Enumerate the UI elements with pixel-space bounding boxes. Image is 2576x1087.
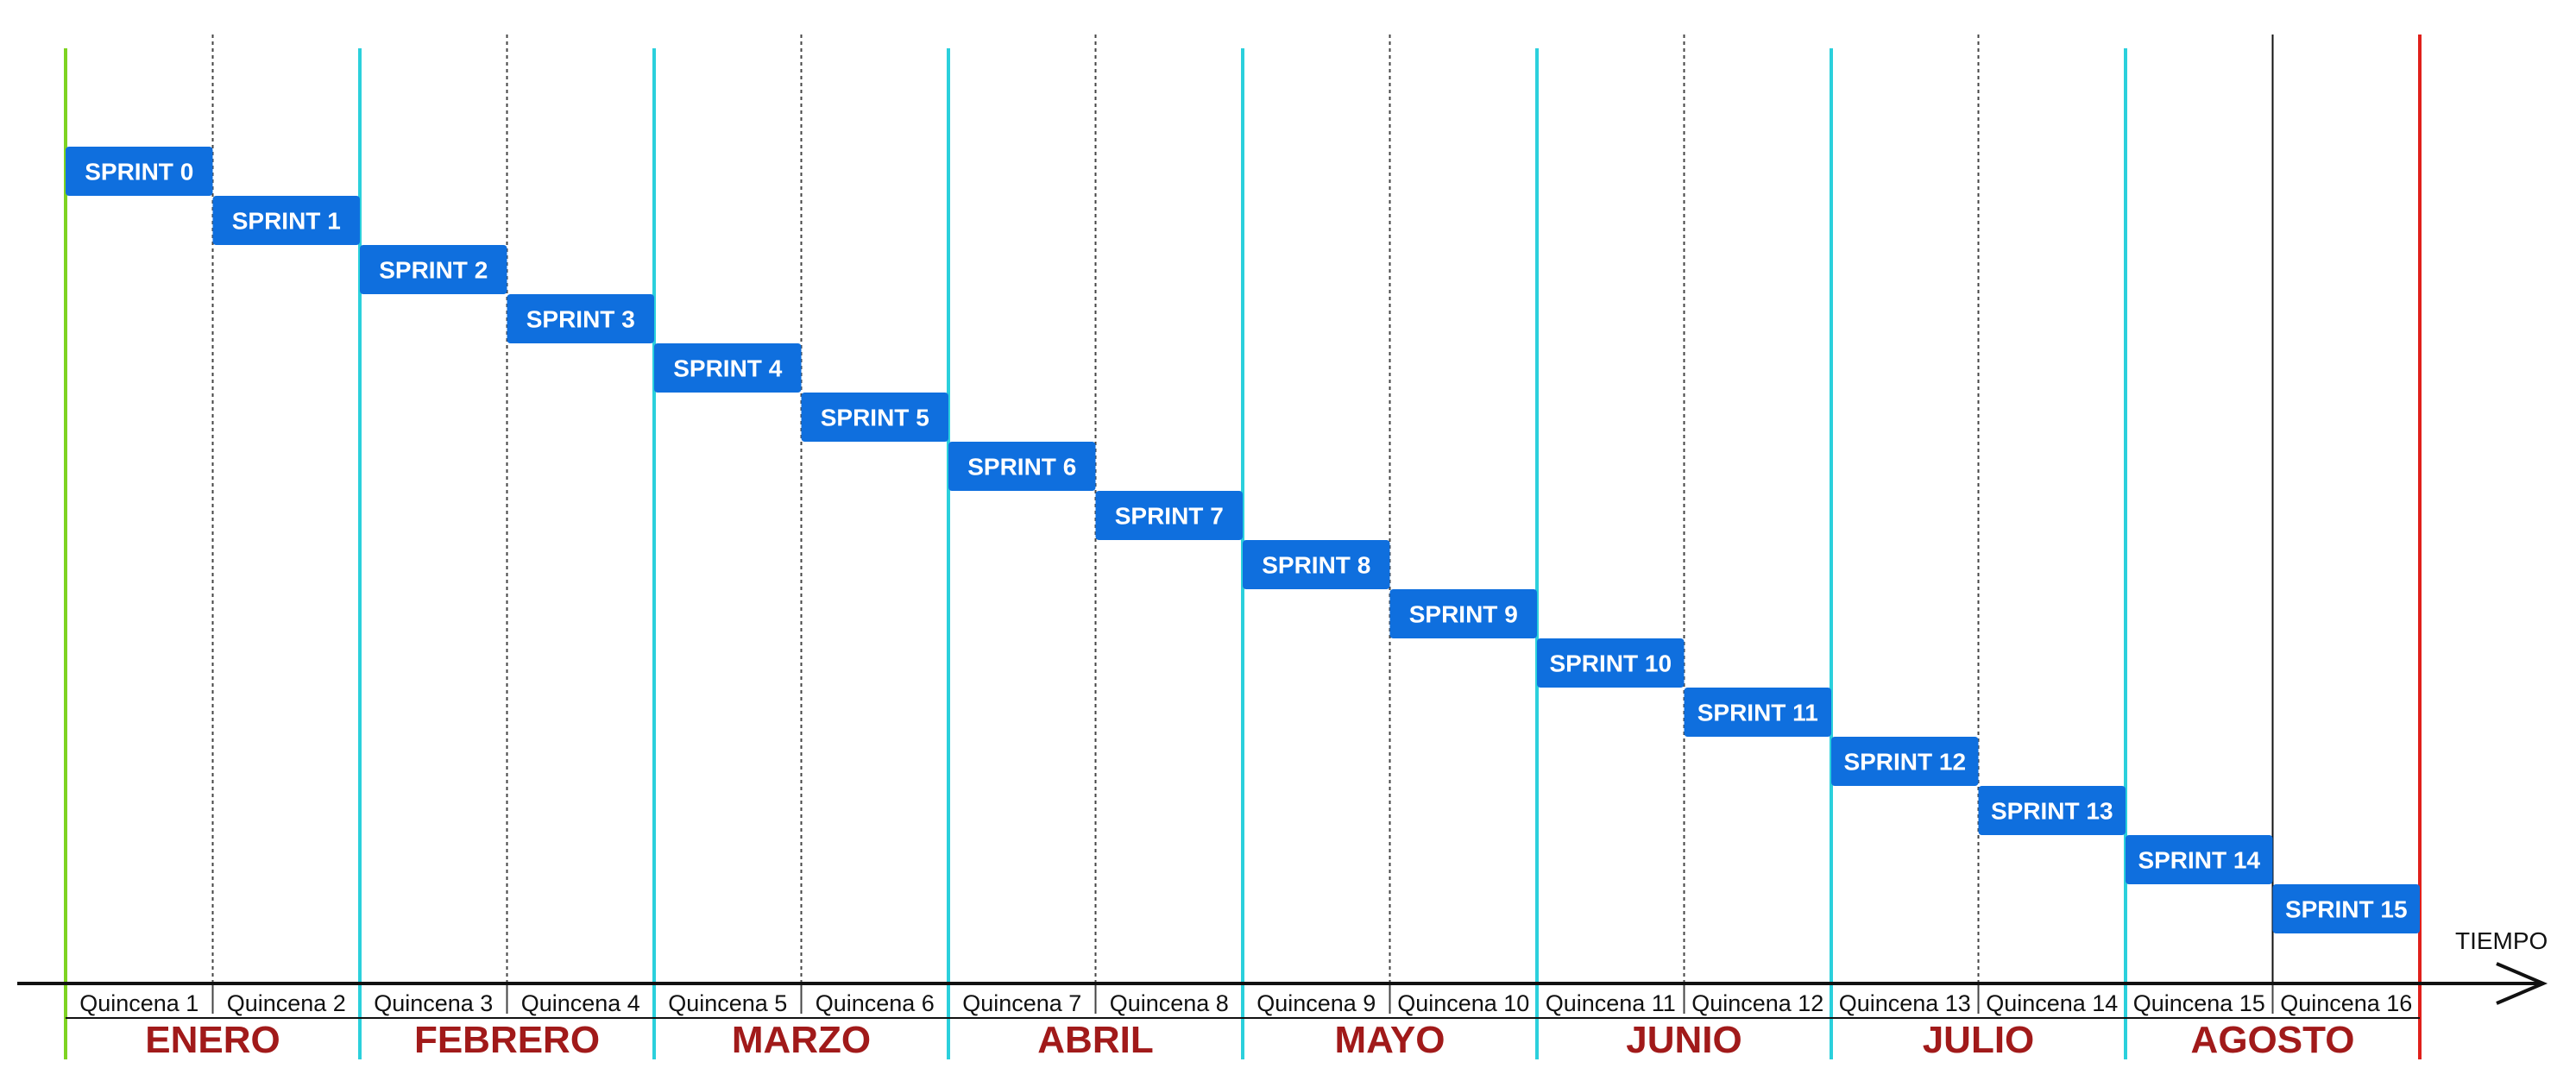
sprint-box — [507, 294, 654, 343]
month-label: JULIO — [1923, 1019, 2035, 1061]
sprint-box — [1243, 540, 1390, 589]
quincena-label: Quincena 7 — [962, 990, 1081, 1016]
quincena-label: Quincena 10 — [1397, 990, 1529, 1016]
month-label: MARZO — [732, 1019, 871, 1061]
sprint-label: SPRINT 11 — [1697, 700, 1818, 726]
sprint-label: SPRINT 7 — [1115, 503, 1224, 530]
sprint-block: SPRINT 8 — [1243, 540, 1390, 589]
sprint-label: SPRINT 9 — [1409, 601, 1518, 628]
quincena-label: Quincena 12 — [1691, 990, 1823, 1016]
sprint-label: SPRINT 15 — [2285, 896, 2408, 923]
sprint-block: SPRINT 6 — [948, 442, 1096, 491]
quincena-label: Quincena 11 — [1546, 990, 1676, 1016]
sprint-box — [1831, 737, 1979, 786]
sprint-label: SPRINT 12 — [1843, 749, 1966, 776]
sprint-block: SPRINT 13 — [1978, 786, 2126, 835]
sprint-label: SPRINT 10 — [1549, 650, 1672, 677]
quincena-label: Quincena 3 — [374, 990, 493, 1016]
time-axis-label: TIEMPO — [2455, 927, 2548, 954]
quincena-label: Quincena 8 — [1110, 990, 1229, 1016]
month-label: ENERO — [145, 1019, 280, 1061]
month-label: AGOSTO — [2191, 1019, 2355, 1061]
sprint-label: SPRINT 8 — [1262, 552, 1370, 579]
sprint-block: SPRINT 12 — [1831, 737, 1979, 786]
sprint-label: SPRINT 5 — [821, 405, 929, 431]
quincena-label: Quincena 14 — [1986, 990, 2118, 1016]
quincena-label: Quincena 5 — [668, 990, 787, 1016]
month-label: JUNIO — [1626, 1019, 1741, 1061]
month-label: FEBRERO — [414, 1019, 600, 1061]
sprint-box — [1095, 491, 1243, 540]
month-label: MAYO — [1335, 1019, 1445, 1061]
quincena-label: Quincena 16 — [2280, 990, 2412, 1016]
sprint-box — [360, 245, 507, 294]
quincena-label: Quincena 6 — [816, 990, 935, 1016]
quincena-label: Quincena 15 — [2133, 990, 2265, 1016]
sprint-box — [1537, 638, 1685, 688]
sprint-label: SPRINT 0 — [85, 159, 193, 185]
sprint-block: SPRINT 0 — [66, 147, 213, 196]
sprint-block: SPRINT 11 — [1684, 688, 1831, 737]
sprint-box — [948, 442, 1096, 491]
time-axis-arrowhead — [2496, 962, 2548, 1005]
sprint-block: SPRINT 5 — [801, 393, 948, 442]
quincena-label: Quincena 13 — [1839, 990, 1971, 1016]
sprint-block: SPRINT 4 — [654, 343, 802, 393]
sprint-block: SPRINT 3 — [507, 294, 654, 343]
month-label: ABRIL — [1037, 1019, 1153, 1061]
fortnight-labels: Quincena 1 Quincena 2 Quincena 3 Quincena 4… — [66, 990, 2420, 1019]
sprint-label: SPRINT 1 — [232, 208, 341, 235]
sprint-label: SPRINT 3 — [526, 306, 635, 333]
sprint-block: SPRINT 15 — [2272, 884, 2420, 933]
sprint-block: SPRINT 14 — [2126, 835, 2273, 884]
sprint-box — [1978, 786, 2126, 835]
sprint-block: SPRINT 10 — [1537, 638, 1685, 688]
quincena-label: Quincena 1 — [79, 990, 198, 1016]
sprint-label: SPRINT 2 — [379, 257, 488, 284]
sprint-label: SPRINT 4 — [673, 355, 782, 382]
sprint-box — [2272, 884, 2420, 933]
time-axis: TIEMPO — [17, 927, 2548, 1005]
sprint-block: SPRINT 9 — [1389, 589, 1537, 638]
quincena-label: Quincena 9 — [1257, 990, 1376, 1016]
sprint-box — [1684, 688, 1831, 737]
sprint-block: SPRINT 1 — [212, 196, 360, 245]
month-labels: ENERO FEBRERO MARZO ABRIL MAYO JUNIO JULIO AGOS… — [145, 1019, 2354, 1061]
sprint-label: SPRINT 14 — [2138, 847, 2260, 874]
sprint-box — [66, 147, 213, 196]
sprint-box — [1389, 589, 1537, 638]
sprint-box — [212, 196, 360, 245]
sprint-box — [654, 343, 802, 393]
quincena-label: Quincena 2 — [227, 990, 346, 1016]
sprint-label: SPRINT 6 — [967, 454, 1076, 481]
sprint-box — [801, 393, 948, 442]
sprint-block: SPRINT 7 — [1095, 491, 1243, 540]
quincena-label: Quincena 4 — [521, 990, 640, 1016]
sprint-blocks: SPRINT 0 SPRINT 1 SPRINT 2 SPRINT 3 SPRINT 4… — [66, 147, 2420, 933]
sprint-label: SPRINT 13 — [1991, 798, 2113, 825]
sprint-block: SPRINT 2 — [360, 245, 507, 294]
sprint-box — [2126, 835, 2273, 884]
